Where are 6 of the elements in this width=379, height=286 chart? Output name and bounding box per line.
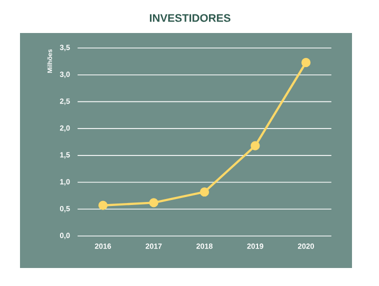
point [250,141,260,150]
point [200,187,210,197]
point [301,58,311,68]
point [98,200,108,210]
chart-title: INVESTIDORES [150,14,230,22]
point [149,198,158,208]
